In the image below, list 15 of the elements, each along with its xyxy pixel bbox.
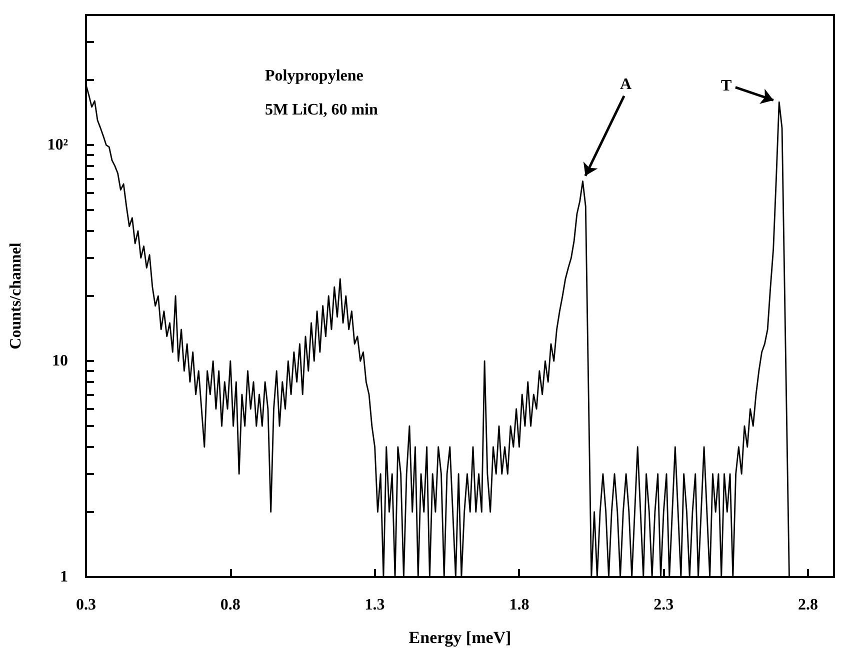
x-axis-title: Energy [meV]: [408, 628, 512, 647]
annotation: T: [720, 78, 732, 95]
x-tick-label: 1.3: [364, 596, 385, 614]
x-tick-label: 0.8: [220, 596, 240, 614]
y-tick-label: 1: [60, 568, 68, 586]
x-tick-label: 2.8: [798, 596, 818, 614]
y-tick-label: 10: [52, 352, 68, 370]
annotation: A: [620, 76, 632, 93]
x-tick-label: 0.3: [76, 596, 96, 614]
annotation: 5M LiCl, 60 min: [265, 102, 378, 118]
y-axis-title: Counts/channel: [8, 242, 24, 350]
x-tick-label: 1.8: [509, 596, 530, 614]
y-tick-label: 10²: [47, 136, 68, 154]
x-tick-label: 2.3: [654, 596, 674, 614]
annotation: Polypropylene: [265, 68, 364, 84]
